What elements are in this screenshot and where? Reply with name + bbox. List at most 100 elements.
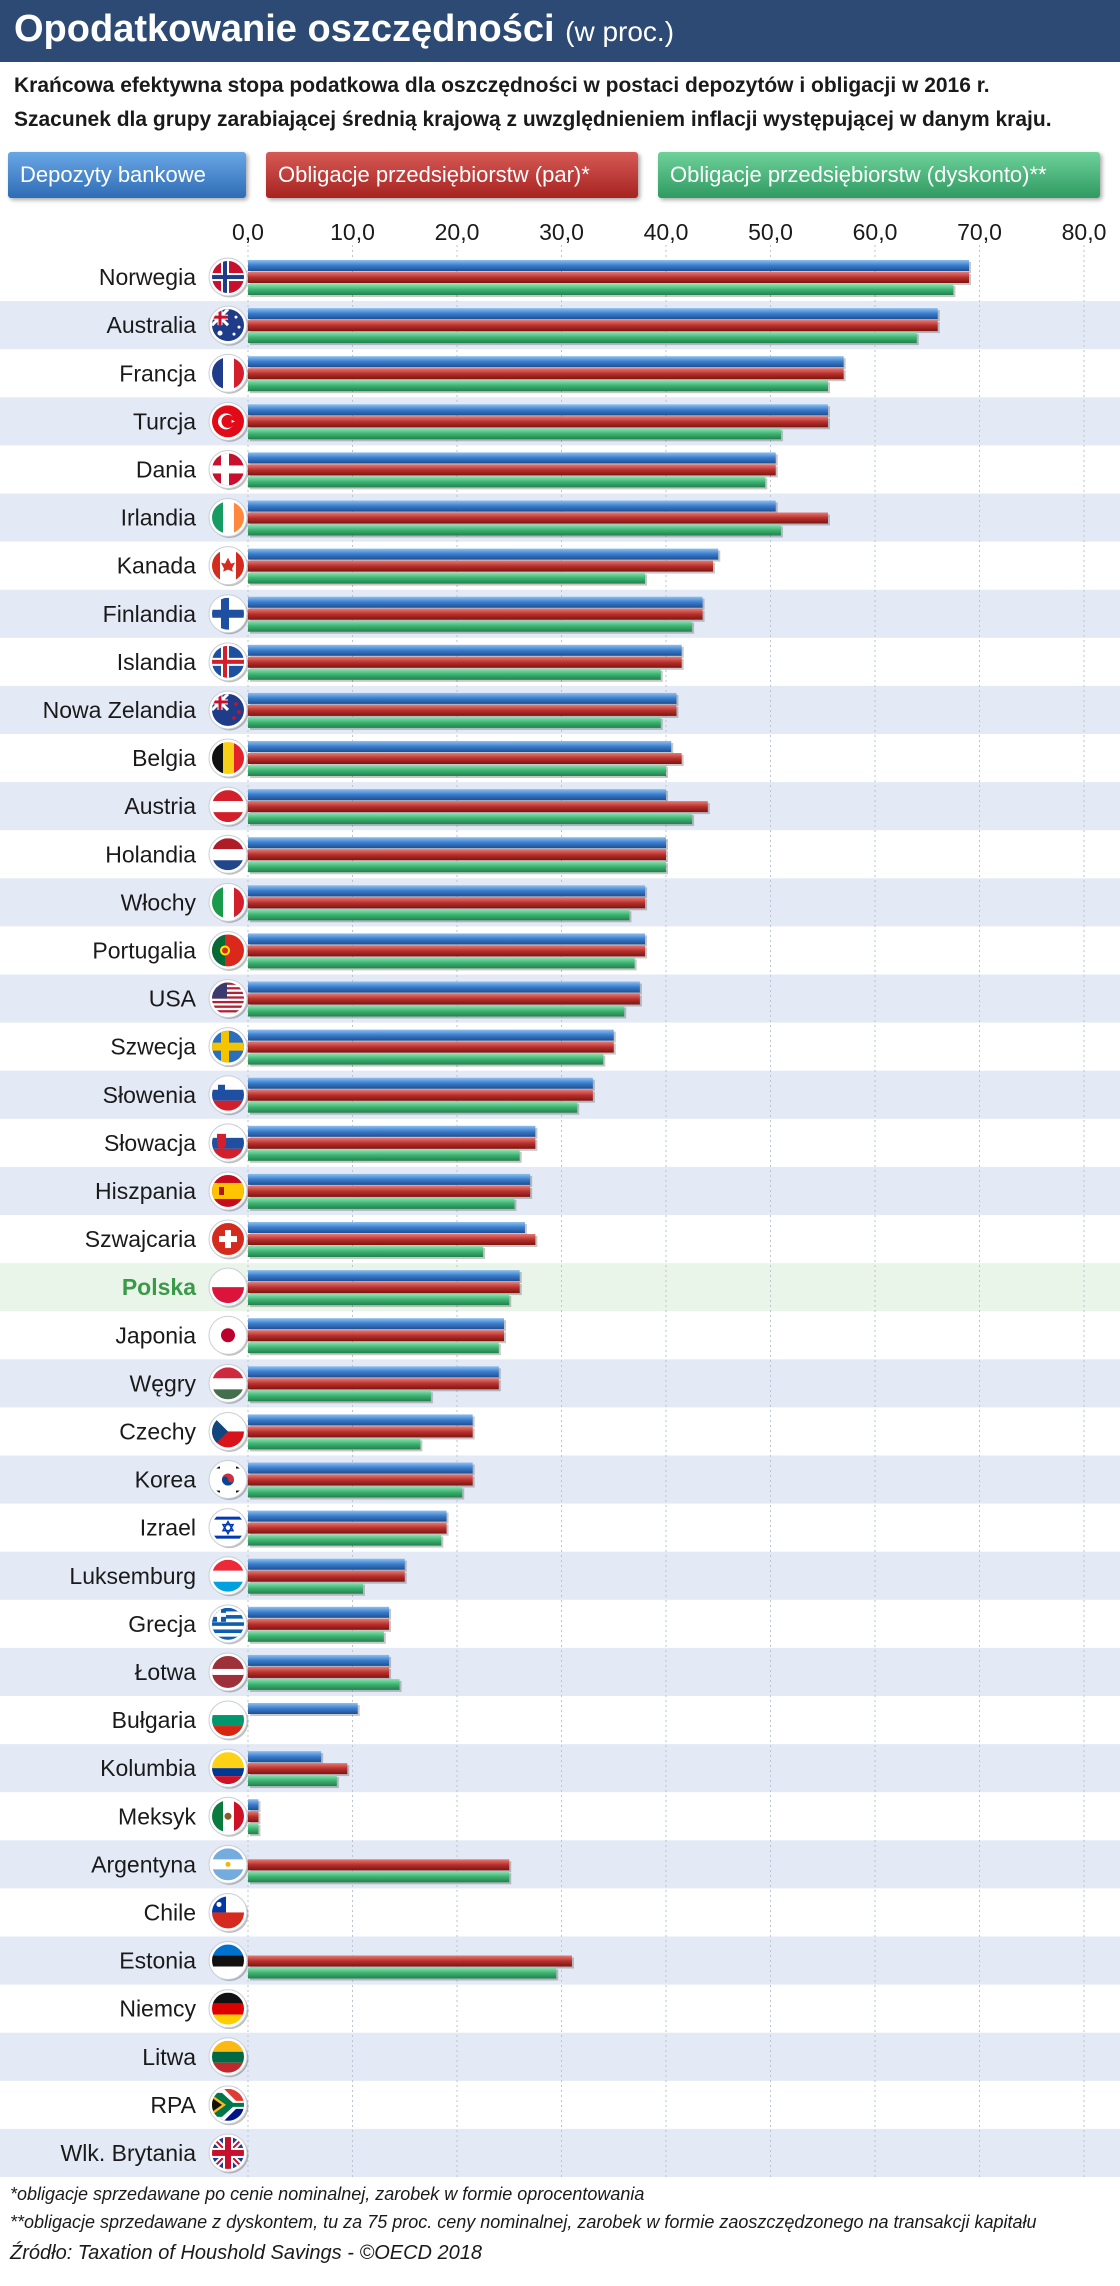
bar-deposits [248,1077,593,1089]
bar-bonds-par [248,1522,447,1534]
country-label: RPA [150,2092,196,2118]
row-stripe [0,2032,1120,2081]
bar-bonds-par [248,704,677,716]
bar-deposits [248,1606,390,1618]
country-label: Grecja [128,1611,196,1637]
country-label: Portugalia [92,937,196,963]
bar-deposits [248,981,640,993]
country-label: Japonia [115,1322,196,1348]
flag-poland-icon [208,1267,249,1308]
bar-bonds-par [248,272,970,283]
flags [208,257,249,2174]
country-label: Hiszpania [95,1178,196,1204]
bar-deposits [248,548,719,560]
country-label: Korea [135,1467,197,1493]
country-label: Izrael [140,1515,196,1541]
bar-bonds-par [248,1955,572,1967]
flag-luxembourg-icon [208,1556,249,1597]
bar-bonds-par [248,320,938,332]
row-stripe [0,1840,1120,1889]
bar-bonds-par [248,1811,259,1823]
bar-bonds-par [248,753,682,764]
country-label: Norwegia [99,264,196,290]
bar-bonds-discount [248,380,828,392]
flag-slovenia-icon [208,1075,249,1116]
bar-deposits [248,1654,390,1666]
bar-deposits [248,1029,614,1041]
country-label: Luksemburg [69,1563,196,1589]
bar-bonds-discount [248,813,693,825]
bar-bonds-par [248,1041,614,1053]
flag-new-zealand-icon [208,690,249,731]
bar-bonds-par [248,1570,405,1582]
country-label: Francja [119,360,196,386]
flag-italy-icon [208,882,249,923]
bar-bonds-discount [248,1246,484,1257]
country-label: Nowa Zelandia [43,697,197,723]
bar-deposits [248,837,666,849]
bar-deposits [248,692,677,704]
source-note: Źródło: Taxation of Houshold Savings - ©… [10,2242,483,2264]
bar-deposits [248,500,776,512]
title-bar: Opodatkowanie oszczędności (w proc.) [0,0,1120,62]
bar-bonds-discount [248,1197,515,1209]
country-label: Włochy [121,889,197,915]
bar-bonds-par [248,897,646,909]
flag-lithuania-icon [208,2037,249,2078]
bar-deposits [248,933,646,945]
subtitle-line-1: Krańcowa efektywna stopa podatkowa dla o… [14,74,990,97]
bar-deposits [248,260,970,271]
bar-bonds-discount [248,1486,463,1498]
flag-denmark-icon [208,449,249,490]
country-label: Wlk. Brytania [61,2140,197,2166]
country-label: Szwecja [110,1034,196,1060]
bar-bonds-discount [248,476,766,488]
bar-bonds-discount [248,716,661,728]
bar-bonds-discount [248,428,781,440]
country-label: Czechy [119,1418,196,1444]
bar-deposits [248,1510,447,1522]
x-tick-label: 50,0 [748,219,793,245]
bar-bonds-discount [248,1438,421,1450]
flag-netherlands-icon [208,834,249,875]
country-label: Kanada [117,553,197,579]
flag-czechia-icon [208,1411,249,1452]
country-label: Niemcy [119,1996,196,2022]
country-label: Estonia [119,1948,196,1974]
country-label: Irlandia [121,505,197,531]
bar-bonds-par [248,1330,505,1342]
flag-iceland-icon [208,642,249,683]
bar-deposits [248,1125,536,1137]
flag-hungary-icon [208,1363,249,1404]
bar-bonds-par [248,1089,593,1101]
flag-korea-icon [208,1460,249,1501]
flag-france-icon [208,353,249,394]
bar-bonds-par [248,464,776,476]
flag-slovakia-icon [208,1123,249,1164]
flag-latvia-icon [208,1652,249,1693]
x-tick-label: 70,0 [957,219,1002,245]
bar-bonds-par [248,1763,348,1775]
bar-deposits [248,1703,358,1714]
country-label: Belgia [132,745,196,771]
flag-canada-icon [208,546,249,587]
flag-norway-icon [208,257,249,298]
flag-usa-icon [208,979,249,1020]
bar-deposits [248,1414,473,1426]
bar-deposits [248,1462,473,1474]
bar-bonds-par [248,993,640,1005]
bar-bonds-par [248,1859,510,1871]
row-stripe [0,1744,1120,1793]
bar-deposits [248,596,703,608]
bar-chart: 0,0 10,0 20,0 30,0 40,0 50,0 60,0 70,0 80,0 Norw… [0,219,1120,2177]
x-tick-label: 40,0 [644,219,689,245]
x-tick-label: 0,0 [232,219,264,245]
bar-deposits [248,1558,405,1570]
legend-bonds-par: Obligacje przedsiębiorstw (par)* [266,152,638,198]
country-label: Australia [107,312,197,338]
flag-israel-icon [208,1508,249,1549]
country-label: Słowacja [104,1130,196,1156]
flag-bulgaria-icon [208,1700,249,1741]
country-label: Argentyna [91,1851,196,1877]
bar-bonds-par [248,512,828,524]
